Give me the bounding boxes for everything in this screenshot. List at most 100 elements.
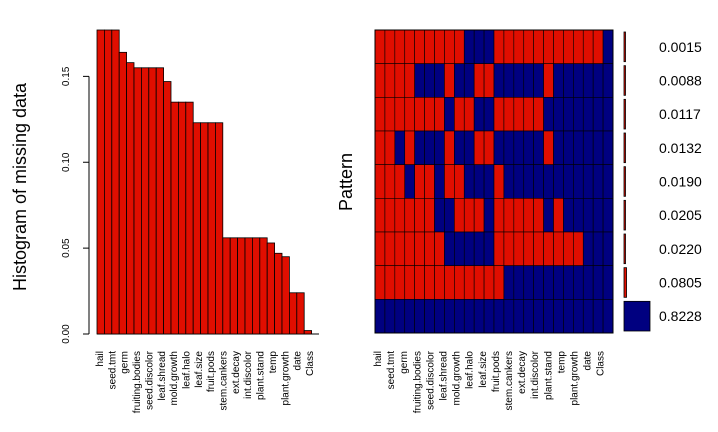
pattern-cell <box>374 198 386 233</box>
histogram-bar <box>126 62 135 335</box>
pattern-cell <box>602 265 614 300</box>
histogram-bar <box>148 67 157 335</box>
pattern-cell <box>493 97 505 132</box>
pattern-cell <box>602 231 614 266</box>
pattern-cell <box>503 130 515 165</box>
pattern-cell <box>523 63 534 98</box>
histogram-y-tick-label: 0.05 <box>61 238 72 258</box>
histogram-x-tick-label: ext.decay <box>231 351 242 394</box>
pattern-cell <box>424 63 435 98</box>
histogram-bar <box>274 252 283 335</box>
histogram-x-tick-label: hail <box>95 351 106 367</box>
pattern-cell <box>434 97 445 132</box>
pattern-cell <box>573 130 584 165</box>
pattern-cell <box>444 164 455 199</box>
pattern-cell <box>374 265 386 300</box>
pattern-cell <box>434 265 445 300</box>
histogram-bar <box>303 330 313 335</box>
pattern-cell <box>503 63 515 98</box>
pattern-cell <box>493 29 505 64</box>
pattern-x-tick-label: temp <box>556 351 567 374</box>
histogram-bars <box>96 29 313 335</box>
pattern-cell <box>463 299 475 334</box>
histogram-bar <box>185 101 194 335</box>
pattern-cell <box>602 63 614 98</box>
pattern-cell <box>563 97 574 132</box>
pattern-cell <box>454 299 465 334</box>
pattern-cell <box>384 130 396 165</box>
pattern-cell <box>473 97 485 132</box>
pattern-cell <box>513 198 525 233</box>
pattern-cell <box>394 63 406 98</box>
pattern-cell <box>414 265 425 300</box>
pattern-proportion-label: 0.0205 <box>659 207 702 223</box>
pattern-cell <box>483 63 495 98</box>
pattern-cell <box>563 29 574 64</box>
pattern-cell <box>454 130 465 165</box>
pattern-proportion-label: 0.0015 <box>659 39 702 55</box>
pattern-cell <box>592 198 604 233</box>
pattern-cell <box>493 299 505 334</box>
pattern-cell <box>424 164 435 199</box>
pattern-proportion-bar <box>623 31 626 63</box>
pattern-cell <box>473 231 485 266</box>
pattern-cell <box>503 198 515 233</box>
pattern-cell <box>463 198 475 233</box>
pattern-cell <box>592 231 604 266</box>
pattern-cell <box>404 164 415 199</box>
histogram-x-tick-label: int.discolor <box>243 350 254 398</box>
pattern-cell <box>533 299 544 334</box>
pattern-cell <box>454 29 465 64</box>
pattern-cell <box>444 97 455 132</box>
histogram-x-tick-label: fruiting.bodies <box>132 351 143 413</box>
pattern-cell <box>394 97 406 132</box>
pattern-cell <box>602 130 614 165</box>
pattern-cell <box>533 231 544 266</box>
pattern-x-tick-labels: hail seed.tmt germ fruiting.bodies seed.disc… <box>373 350 607 413</box>
pattern-cell <box>592 164 604 199</box>
histogram-bar <box>200 122 209 335</box>
pattern-cell <box>404 130 415 165</box>
histogram-bar <box>192 122 201 335</box>
histogram-bar <box>266 242 276 335</box>
pattern-cell <box>582 198 594 233</box>
pattern-cell <box>374 63 386 98</box>
pattern-cell <box>444 198 455 233</box>
pattern-cell <box>434 130 445 165</box>
pattern-x-tick-label: plant.growth <box>570 351 581 405</box>
pattern-proportion-bar <box>623 65 626 96</box>
pattern-x-tick-label: date <box>583 351 594 371</box>
pattern-cell <box>414 231 425 266</box>
pattern-cell <box>503 265 515 300</box>
histogram-x-tick-labels: hail seed.tmt germ fruiting.bodies seed.disc… <box>95 350 316 413</box>
pattern-cell <box>434 63 445 98</box>
pattern-cell <box>573 198 584 233</box>
pattern-x-tick-label: seed.discolor <box>425 350 436 410</box>
pattern-x-tick-label: germ <box>399 351 410 374</box>
pattern-cell <box>602 164 614 199</box>
pattern-cell <box>533 97 544 132</box>
pattern-cell <box>374 29 386 64</box>
pattern-proportion-bar <box>623 166 626 197</box>
pattern-cell <box>424 130 435 165</box>
histogram-bar <box>140 67 150 335</box>
pattern-cell <box>483 231 495 266</box>
pattern-cell <box>473 299 485 334</box>
pattern-cell <box>444 265 455 300</box>
pattern-cell <box>533 29 544 64</box>
pattern-cell <box>592 130 604 165</box>
pattern-proportion-bars <box>623 31 651 332</box>
pattern-cell <box>394 265 406 300</box>
pattern-x-tick-label: leaf.shread <box>439 351 450 400</box>
pattern-cell <box>473 63 485 98</box>
histogram-bar <box>104 29 113 335</box>
pattern-cell <box>404 63 415 98</box>
pattern-cell <box>582 97 594 132</box>
pattern-cell <box>454 97 465 132</box>
histogram-bar <box>244 237 253 335</box>
pattern-cell <box>384 29 396 64</box>
pattern-cell <box>483 265 495 300</box>
pattern-cell <box>563 265 574 300</box>
pattern-cell <box>582 164 594 199</box>
histogram-panel: Histogram of missing data 0.00 0.05 0.10 0.… <box>10 29 319 413</box>
